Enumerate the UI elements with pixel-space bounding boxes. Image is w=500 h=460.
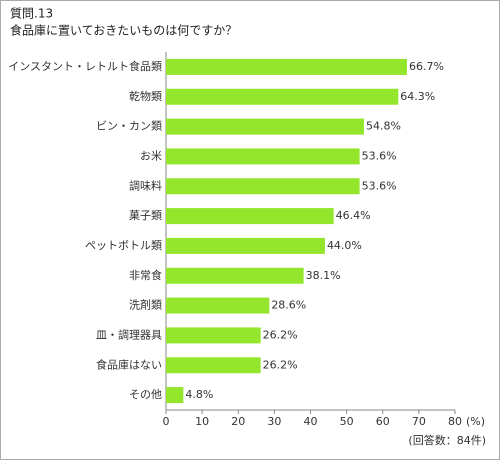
value-label: 53.6% (362, 179, 397, 192)
bar (166, 178, 360, 195)
x-tick-label: 30 (267, 415, 281, 428)
value-label: 53.6% (362, 149, 397, 162)
bar (166, 237, 325, 254)
value-label: 66.7% (409, 60, 444, 73)
bar (166, 88, 399, 105)
x-tick-label: 10 (195, 415, 209, 428)
bar (166, 58, 407, 75)
x-tick-label: 80 (448, 415, 462, 428)
bar (166, 387, 184, 404)
value-label: 4.8% (185, 388, 213, 401)
value-label: 26.2% (263, 328, 298, 341)
y-tick-label: 調味料 (129, 178, 162, 192)
y-tick-label: ビン・カン類 (96, 120, 162, 133)
y-tick-label: 洗剤類 (129, 298, 162, 312)
value-label: 26.2% (263, 358, 298, 371)
x-tick-label: 40 (304, 415, 318, 428)
y-tick-label: 皿・調理器具 (96, 327, 162, 341)
y-tick-label: ペットボトル類 (85, 239, 162, 252)
x-tick-label: 20 (231, 415, 245, 428)
y-tick-label: 菓子類 (129, 209, 162, 222)
chart-title: 質問.13 (10, 6, 53, 21)
chart-subtitle: 食品庫に置いておきたいものは何ですか？ (10, 23, 237, 38)
x-tick-label: 50 (340, 415, 354, 428)
value-label: 54.8% (366, 120, 401, 133)
bar (166, 357, 261, 374)
bar (166, 208, 334, 225)
bar (166, 148, 360, 165)
y-tick-label: 食品庫はない (96, 357, 162, 371)
y-tick-label: インスタント・レトルト食品類 (8, 59, 162, 73)
y-tick-label: その他 (129, 388, 162, 401)
x-tick-label: 70 (412, 415, 426, 428)
value-label: 44.0% (327, 239, 362, 252)
value-label: 38.1% (306, 269, 341, 282)
x-axis-label: (%) (466, 415, 485, 428)
note: (回答数：84件) (408, 433, 486, 447)
bar (166, 327, 261, 344)
bar (166, 118, 364, 135)
x-tick-label: 60 (376, 415, 390, 428)
y-tick-label: 非常食 (129, 268, 162, 282)
y-tick-label: お米 (140, 149, 162, 162)
value-label: 46.4% (336, 209, 371, 222)
value-label: 64.3% (400, 90, 435, 103)
x-tick-label: 0 (163, 415, 170, 428)
bar (166, 267, 304, 284)
y-tick-label: 乾物類 (129, 89, 162, 103)
bar (166, 297, 270, 314)
value-label: 28.6% (271, 299, 306, 312)
